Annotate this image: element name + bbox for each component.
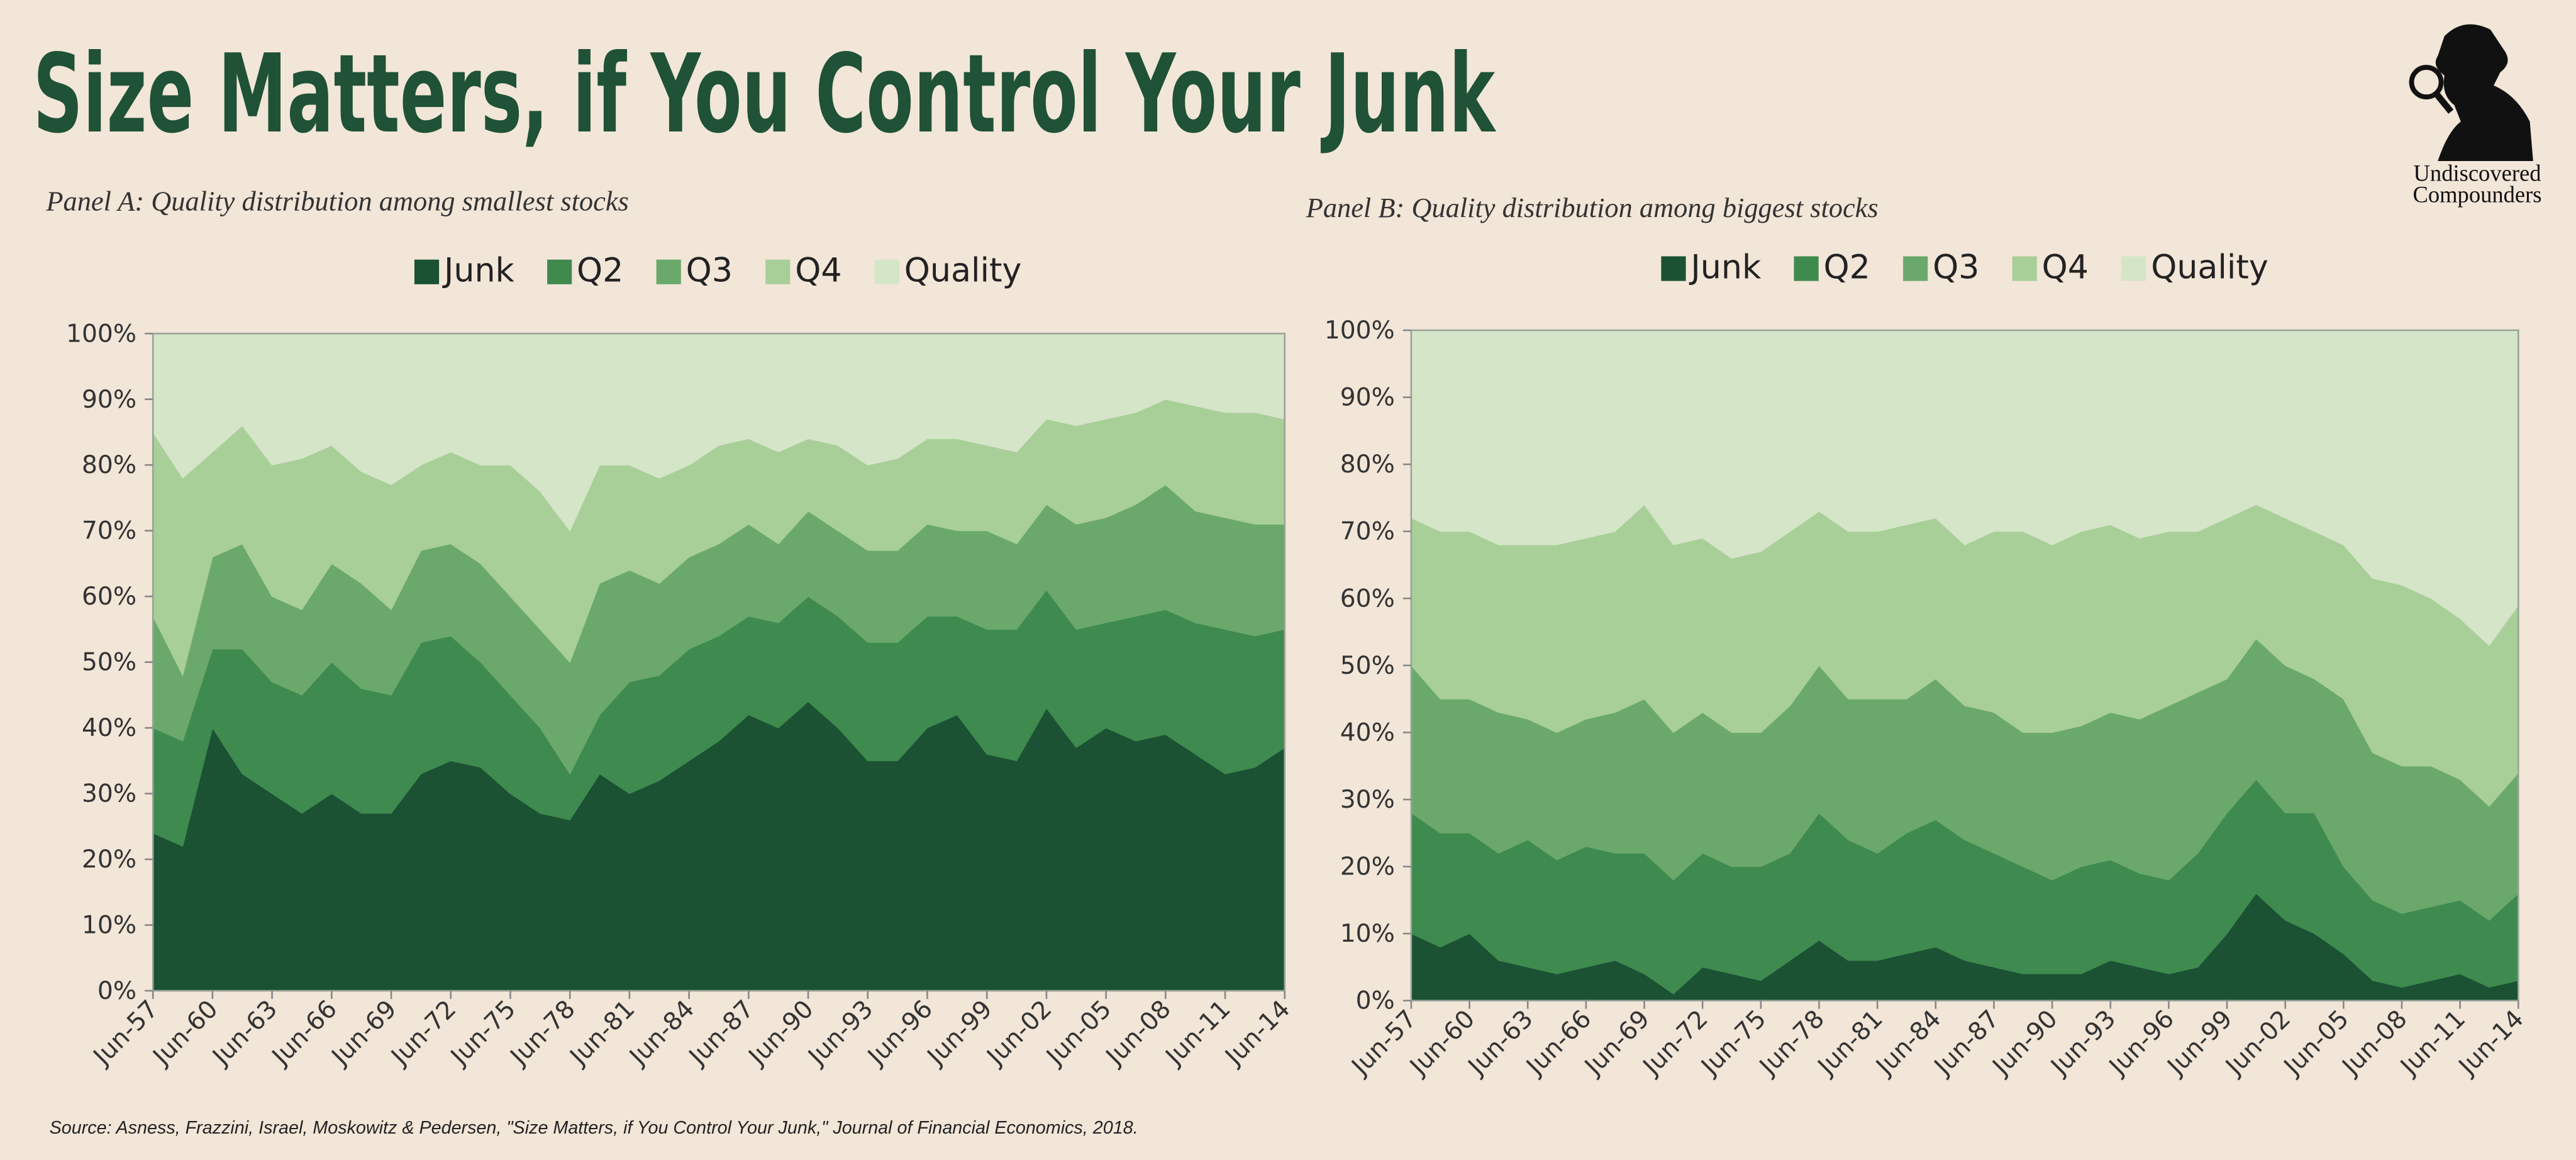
y-tick-label: 70% (82, 517, 136, 545)
legend-swatch (547, 259, 572, 284)
legend-label: Q4 (2042, 248, 2089, 286)
y-tick-label: 20% (1340, 853, 1395, 881)
legend-label: Q4 (795, 252, 841, 290)
legend-swatch (656, 259, 681, 284)
legend-label: Q3 (686, 252, 733, 290)
y-tick-label: 80% (1340, 450, 1395, 479)
legend-swatch (874, 259, 899, 284)
page-title: Size Matters, if You Control Your Junk (33, 31, 1497, 157)
legend-label: Q2 (577, 252, 623, 290)
logo-text: Compounders (2412, 181, 2541, 207)
legend: Junk Q2 Q3 Q4 Quality (414, 252, 1021, 290)
legend-swatch (1794, 256, 1819, 281)
legend-swatch (765, 259, 791, 284)
legend-swatch (414, 259, 440, 284)
y-tick-label: 0% (97, 977, 136, 1005)
legend-label: Q2 (1823, 248, 1870, 286)
legend-label: Quality (2151, 248, 2268, 286)
legend-swatch (2121, 256, 2146, 281)
y-tick-label: 70% (1340, 518, 1395, 546)
y-tick-label: 40% (82, 714, 136, 742)
legend-swatch (2012, 256, 2037, 281)
y-tick-label: 60% (1340, 584, 1395, 613)
y-tick-label: 10% (1340, 920, 1395, 948)
logo-icon (2409, 24, 2533, 161)
y-tick-label: 20% (82, 845, 136, 874)
y-tick-label: 50% (1340, 652, 1395, 680)
y-tick-label: 50% (82, 649, 136, 677)
y-tick-label: 40% (1340, 718, 1395, 747)
legend-label: Q3 (1933, 248, 1979, 286)
source-note: Source: Asness, Frazzini, Israel, Moskow… (50, 1118, 1138, 1138)
y-tick-label: 30% (82, 780, 136, 808)
panel-title: Panel B: Quality distribution among bigg… (1306, 192, 1879, 223)
y-tick-label: 60% (82, 583, 136, 611)
legend-label: Junk (1689, 248, 1762, 286)
y-tick-label: 0% (1356, 987, 1395, 1015)
panel-title: Panel A: Quality distribution among smal… (45, 185, 628, 216)
legend-swatch (1661, 256, 1686, 281)
y-tick-label: 90% (1340, 384, 1395, 412)
y-tick-label: 30% (1340, 786, 1395, 814)
legend-swatch (1903, 256, 1928, 281)
legend-label: Junk (442, 252, 515, 290)
y-tick-label: 100% (66, 320, 136, 348)
y-tick-label: 100% (1324, 316, 1395, 345)
logo-text: Undiscovered (2414, 160, 2541, 186)
y-tick-label: 10% (82, 912, 136, 940)
y-tick-label: 90% (82, 386, 136, 414)
y-tick-label: 80% (82, 451, 136, 479)
legend-label: Quality (904, 252, 1022, 290)
legend: Junk Q2 Q3 Q4 Quality (1661, 248, 2268, 286)
